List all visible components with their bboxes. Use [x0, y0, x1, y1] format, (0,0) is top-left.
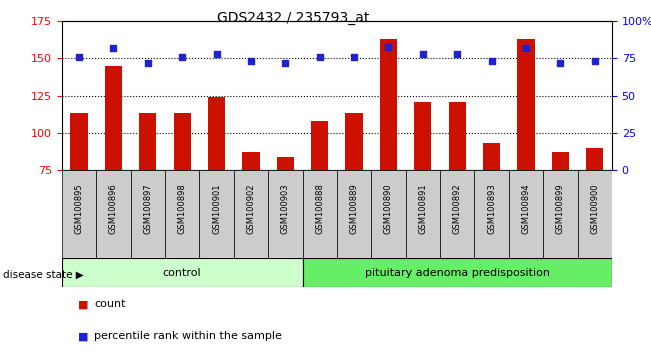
Bar: [371, 170, 406, 258]
Text: GSM100889: GSM100889: [350, 183, 359, 234]
Bar: [303, 258, 612, 287]
Bar: [277, 156, 294, 281]
Text: control: control: [163, 268, 202, 278]
Text: ■: ■: [78, 331, 89, 341]
Bar: [509, 170, 543, 258]
Point: [486, 58, 497, 64]
Text: GSM100890: GSM100890: [384, 183, 393, 234]
Bar: [577, 170, 612, 258]
Point: [212, 51, 222, 57]
Text: percentile rank within the sample: percentile rank within the sample: [94, 331, 283, 341]
Bar: [199, 170, 234, 258]
Point: [590, 58, 600, 64]
Text: GSM100896: GSM100896: [109, 183, 118, 234]
Bar: [242, 152, 260, 281]
Point: [280, 60, 290, 66]
Text: GSM100903: GSM100903: [281, 183, 290, 234]
Bar: [311, 121, 328, 281]
Text: GDS2432 / 235793_at: GDS2432 / 235793_at: [217, 11, 369, 25]
Point: [177, 54, 187, 60]
Bar: [552, 152, 569, 281]
Text: ■: ■: [78, 299, 89, 309]
Text: GSM100898: GSM100898: [178, 183, 187, 234]
Text: GSM100891: GSM100891: [419, 183, 427, 234]
Point: [143, 60, 153, 66]
Bar: [268, 170, 303, 258]
Bar: [586, 148, 603, 281]
Bar: [475, 170, 509, 258]
Point: [349, 54, 359, 60]
Bar: [449, 102, 466, 281]
Bar: [62, 258, 303, 287]
Point: [108, 45, 118, 51]
Text: pituitary adenoma predisposition: pituitary adenoma predisposition: [365, 268, 549, 278]
Bar: [303, 170, 337, 258]
Bar: [174, 113, 191, 281]
Bar: [208, 97, 225, 281]
Point: [452, 51, 462, 57]
Text: GSM100888: GSM100888: [315, 183, 324, 234]
Bar: [414, 102, 432, 281]
Text: GSM100899: GSM100899: [556, 183, 565, 234]
Bar: [165, 170, 199, 258]
Text: GSM100901: GSM100901: [212, 183, 221, 234]
Bar: [62, 170, 96, 258]
Text: GSM100900: GSM100900: [590, 183, 600, 234]
Text: GSM100897: GSM100897: [143, 183, 152, 234]
Point: [418, 51, 428, 57]
Bar: [483, 143, 500, 281]
Point: [555, 60, 566, 66]
Bar: [337, 170, 371, 258]
Text: GSM100893: GSM100893: [487, 183, 496, 234]
Bar: [543, 170, 577, 258]
Bar: [406, 170, 440, 258]
Bar: [234, 170, 268, 258]
Bar: [440, 170, 475, 258]
Point: [383, 44, 394, 49]
Point: [245, 58, 256, 64]
Bar: [139, 113, 156, 281]
Point: [74, 54, 84, 60]
Text: GSM100895: GSM100895: [74, 183, 83, 234]
Point: [521, 45, 531, 51]
Bar: [131, 170, 165, 258]
Text: GSM100894: GSM100894: [521, 183, 531, 234]
Text: GSM100902: GSM100902: [247, 183, 255, 234]
Bar: [518, 39, 534, 281]
Bar: [346, 113, 363, 281]
Text: disease state ▶: disease state ▶: [3, 269, 84, 279]
Point: [314, 54, 325, 60]
Bar: [105, 66, 122, 281]
Bar: [96, 170, 131, 258]
Bar: [70, 113, 88, 281]
Text: count: count: [94, 299, 126, 309]
Text: GSM100892: GSM100892: [452, 183, 462, 234]
Bar: [380, 39, 397, 281]
